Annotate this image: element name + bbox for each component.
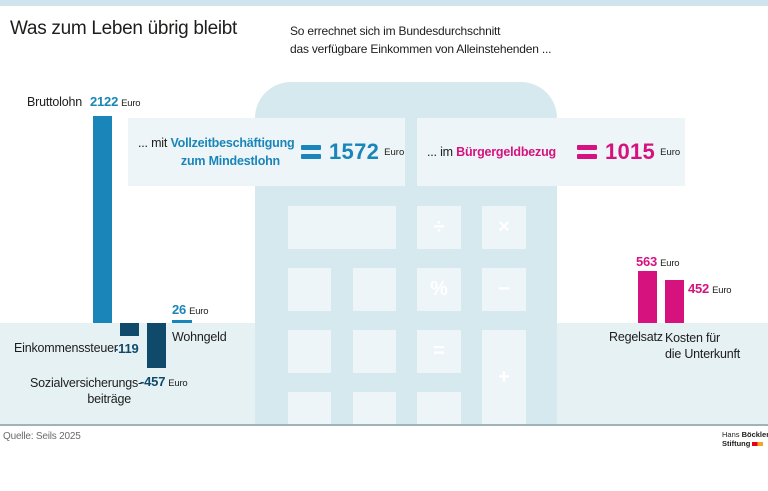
result-panel-citizens-income: ... im Bürgergeldbezug 1015 Euro (417, 118, 685, 186)
calculator-key (353, 268, 396, 311)
citizens-income-unit: Euro (660, 146, 681, 158)
calculator-key (353, 392, 396, 424)
full-time-result: 1572 (329, 139, 380, 164)
full-time-highlight-2: zum Mindestlohn (180, 154, 280, 168)
gross-wage-number: 2122 (90, 94, 119, 109)
housing-costs-label: Kosten für die Unterkunft (665, 330, 740, 362)
logo-text-light: Hans (722, 430, 742, 439)
divide-icon: ÷ (417, 206, 461, 249)
social-security-unit: Euro (168, 378, 188, 389)
social-security-number: -457 (140, 374, 166, 389)
bar-standard-rate (638, 271, 657, 323)
bar-housing-costs (665, 280, 684, 323)
standard-rate-label: Regelsatz (609, 330, 663, 344)
citizens-income-result: 1015 (604, 139, 656, 164)
calculator-key (417, 392, 461, 424)
housing-benefit-value: 26 Euro (172, 302, 209, 317)
standard-rate-unit: Euro (660, 258, 680, 269)
bar-income-tax (120, 323, 139, 336)
housing-costs-label-2: die Unterkunft (665, 347, 741, 361)
social-security-value: -457 Euro (140, 374, 188, 389)
gross-wage-label: Bruttolohn (27, 95, 82, 109)
housing-costs-label-1: Kosten für (665, 331, 720, 345)
income-tax-value: -119 (114, 341, 139, 356)
housing-benefit-unit: Euro (189, 306, 209, 317)
social-security-label-1: Sozialversicherungs- (30, 376, 143, 390)
top-band (0, 0, 768, 6)
percent-icon: % (417, 268, 461, 311)
citizens-income-prefix: ... im (427, 145, 457, 159)
equals-icon (576, 145, 597, 159)
bar-housing-benefit (172, 320, 192, 323)
source-note: Quelle: Seils 2025 (3, 431, 81, 442)
equals-icon (301, 145, 321, 159)
logo-flag-icon (752, 442, 764, 447)
full-time-highlight-1: Vollzeitbeschäftigung (170, 136, 295, 150)
subtitle-line-2: das verfügbare Einkommen von Alleinstehe… (290, 42, 552, 56)
hans-boeckler-logo: Hans Böckler Stiftung (722, 430, 768, 448)
subtitle-line-1: So errechnet sich im Bundesdurchschnitt (290, 24, 501, 38)
bar-social-security (147, 323, 166, 368)
social-security-label: Sozialversicherungs- beiträge (30, 375, 143, 407)
logo-text-bold: Böckler (741, 430, 768, 439)
standard-rate-number: 563 (636, 254, 658, 269)
full-time-unit: Euro (384, 146, 405, 158)
calculator-key (288, 392, 331, 424)
minus-icon: − (482, 268, 526, 311)
calculator-key (288, 330, 331, 373)
result-panel-full-time: ... mit Vollzeitbeschäftigung zum Mindes… (128, 118, 405, 186)
housing-benefit-label: Wohngeld (172, 330, 227, 344)
plus-icon: + (482, 330, 526, 424)
baseline-rule (0, 424, 768, 426)
multiply-icon: × (482, 206, 526, 249)
logo-text-foundation: Stiftung (722, 439, 751, 448)
full-time-label: ... mit Vollzeitbeschäftigung zum Mindes… (138, 134, 295, 170)
citizens-income-highlight: Bürgergeldbezug (456, 145, 556, 159)
housing-benefit-number: 26 (172, 302, 187, 317)
housing-costs-value: 452 Euro (688, 281, 732, 296)
citizens-income-label: ... im Bürgergeldbezug (427, 143, 556, 161)
income-tax-label: Einkommenssteuer (14, 341, 118, 355)
housing-costs-number: 452 (688, 281, 710, 296)
calculator-key (288, 268, 331, 311)
calculator-key-wide (288, 206, 396, 249)
gross-wage-value: 2122 Euro (90, 94, 141, 109)
bar-gross-wage (93, 116, 112, 323)
page-title: Was zum Leben übrig bleibt (10, 18, 238, 39)
calculator-key (353, 330, 396, 373)
gross-wage-unit: Euro (121, 98, 141, 109)
equals-icon: = (417, 330, 461, 373)
subtitle: So errechnet sich im Bundesdurchschnitt … (290, 22, 551, 58)
full-time-prefix: ... mit (138, 136, 171, 150)
housing-costs-unit: Euro (712, 285, 732, 296)
standard-rate-value: 563 Euro (636, 254, 680, 269)
social-security-label-2: beiträge (87, 392, 131, 406)
